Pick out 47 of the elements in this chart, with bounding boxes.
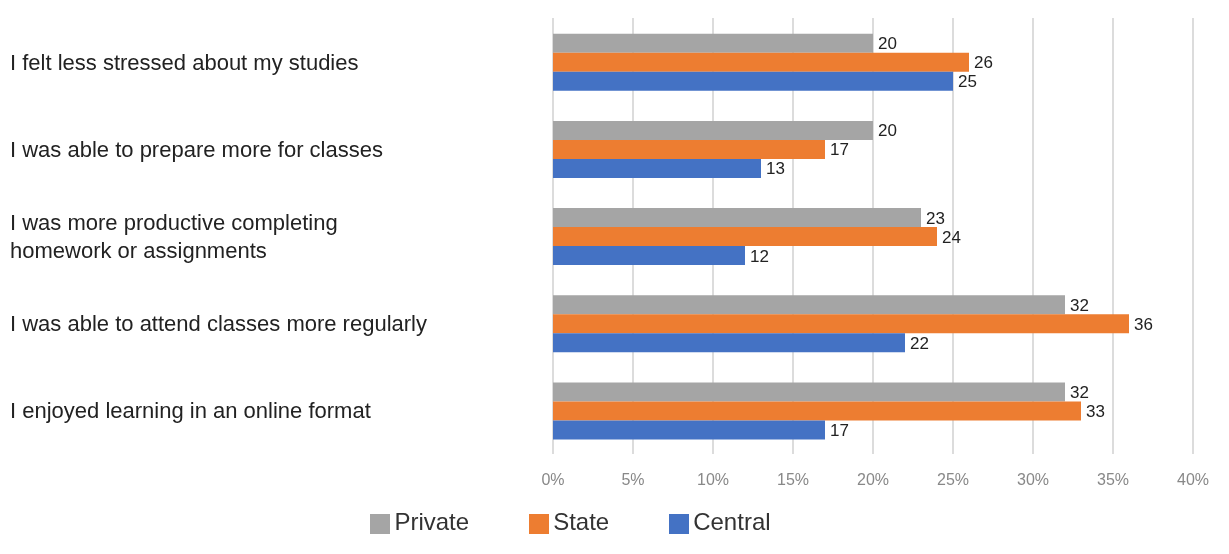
x-tick-label: 25% xyxy=(936,471,970,489)
y-tick-label: I was more productive completing homework or assignments xyxy=(10,209,338,263)
legend-label: Private xyxy=(394,508,470,535)
bar xyxy=(553,120,873,140)
x-tick-label: 5% xyxy=(621,471,645,489)
x-tick-label: 40% xyxy=(1176,471,1210,489)
data-label: 33 xyxy=(1086,402,1105,422)
data-label: 32 xyxy=(1070,383,1089,403)
data-label: 17 xyxy=(830,421,849,441)
legend-label: Central xyxy=(693,508,771,535)
x-tick-label: 15% xyxy=(776,471,810,489)
legend-label: State xyxy=(553,508,610,535)
x-tick-label: 20% xyxy=(856,471,890,489)
data-label: 26 xyxy=(974,53,993,73)
bar xyxy=(553,158,761,178)
data-label: 25 xyxy=(958,72,977,92)
x-tick-label: 35% xyxy=(1096,471,1130,489)
x-tick-label: 10% xyxy=(696,471,730,489)
bar xyxy=(553,420,825,440)
bar xyxy=(553,52,969,72)
bar xyxy=(553,295,1065,315)
data-label: 24 xyxy=(942,227,961,247)
data-label: 23 xyxy=(926,208,945,228)
y-tick-label: I felt less stressed about my studies xyxy=(10,49,359,75)
bar xyxy=(553,314,1129,334)
bar xyxy=(553,401,1081,421)
data-label: 22 xyxy=(910,333,929,353)
data-label: 32 xyxy=(1070,295,1089,315)
bar xyxy=(553,333,905,353)
bar xyxy=(553,71,953,91)
bar xyxy=(553,139,825,159)
bar xyxy=(553,208,921,228)
x-tick-label: 0% xyxy=(541,471,565,489)
y-tick-label: I was able to prepare more for classes xyxy=(10,136,383,162)
data-label: 13 xyxy=(766,159,785,179)
bar xyxy=(553,227,937,247)
bar xyxy=(553,382,1065,402)
data-label: 20 xyxy=(878,121,897,141)
y-tick-label: I was able to attend classes more regularly xyxy=(10,310,427,336)
data-label: 36 xyxy=(1134,314,1153,334)
data-label: 12 xyxy=(750,246,769,266)
data-label: 17 xyxy=(830,140,849,160)
x-tick-label: 30% xyxy=(1016,471,1050,489)
y-tick-label: I enjoyed learning in an online format xyxy=(10,397,371,423)
bar xyxy=(553,246,745,266)
data-label: 20 xyxy=(878,34,897,54)
bar xyxy=(553,33,873,53)
